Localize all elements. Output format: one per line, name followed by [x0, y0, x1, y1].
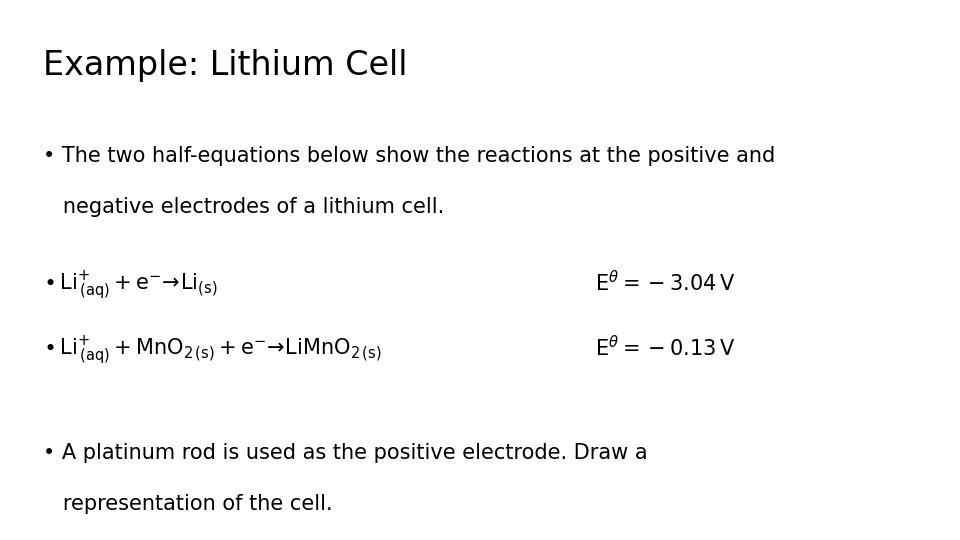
Text: $\mathrm{E}^{\theta}=-0.13\,\mathrm{V}$: $\mathrm{E}^{\theta}=-0.13\,\mathrm{V}$ [595, 335, 735, 360]
Text: negative electrodes of a lithium cell.: negative electrodes of a lithium cell. [43, 197, 444, 217]
Text: Example: Lithium Cell: Example: Lithium Cell [43, 49, 408, 82]
Text: $\bullet\,\mathrm{Li}^{+}_{\,\mathrm{(aq)}}+\mathrm{MnO}_{2\,\mathrm{(s)}}+\math: $\bullet\,\mathrm{Li}^{+}_{\,\mathrm{(aq… [43, 335, 382, 367]
Text: • A platinum rod is used as the positive electrode. Draw a: • A platinum rod is used as the positive… [43, 443, 648, 463]
Text: representation of the cell.: representation of the cell. [43, 494, 333, 514]
Text: $\mathrm{E}^{\theta}=-3.04\,\mathrm{V}$: $\mathrm{E}^{\theta}=-3.04\,\mathrm{V}$ [595, 270, 735, 295]
Text: • The two half-equations below show the reactions at the positive and: • The two half-equations below show the … [43, 146, 776, 166]
Text: $\bullet\,\mathrm{Li}^{+}_{\,\mathrm{(aq)}}+\mathrm{e}^{-}\!\rightarrow\!\mathrm: $\bullet\,\mathrm{Li}^{+}_{\,\mathrm{(aq… [43, 270, 218, 302]
